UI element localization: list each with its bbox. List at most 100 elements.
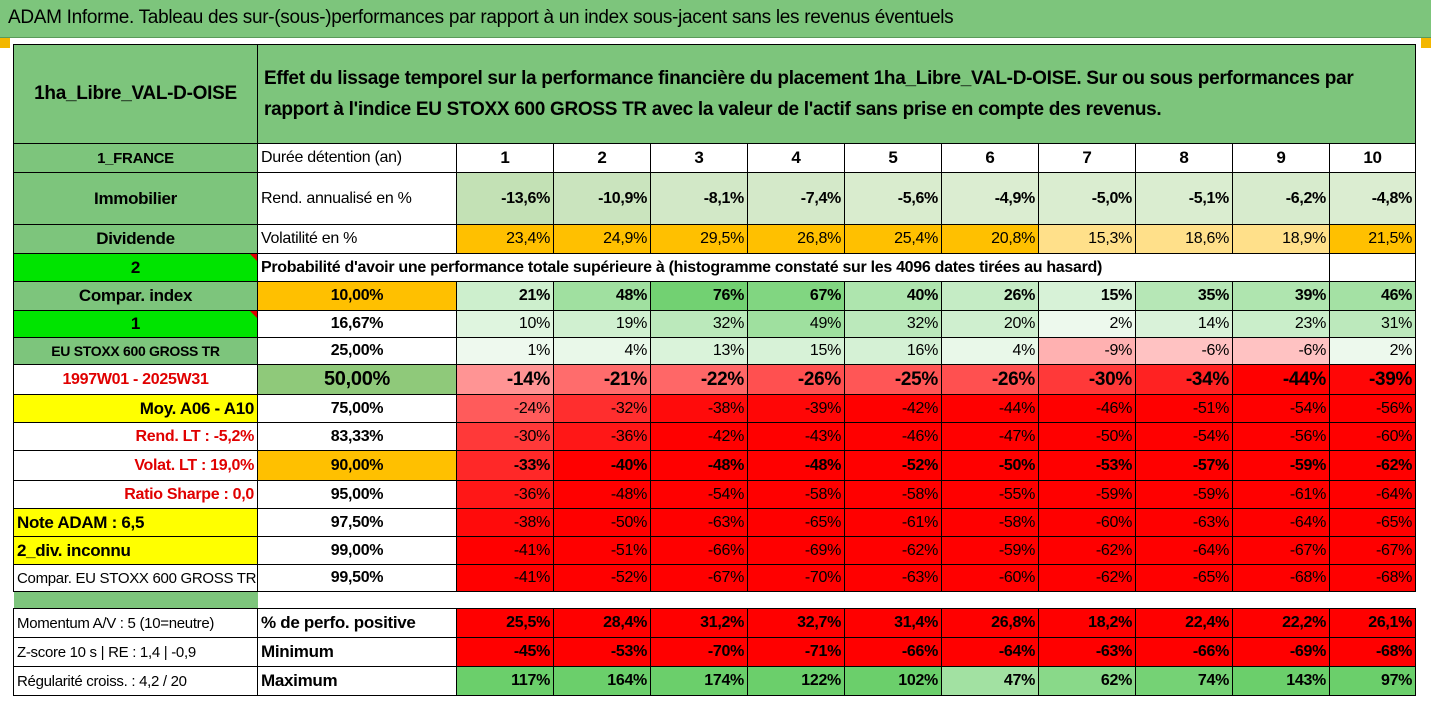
distribution-cell: 31% <box>1328 310 1417 338</box>
asset-name: 1ha_Libre_VAL-D-OISE <box>13 44 258 144</box>
maximum-cell: 143% <box>1232 666 1330 696</box>
distribution-cell: -50% <box>1038 422 1136 451</box>
distribution-cell: -42% <box>650 422 748 451</box>
distribution-cell: -54% <box>1135 422 1233 451</box>
rend-label: Rend. annualisé en % <box>257 172 457 225</box>
summary-side-zscore: Z-score 10 s | RE : 1,4 | -0,9 <box>13 637 258 667</box>
dividend-label: Dividende <box>13 224 258 254</box>
distribution-cell: 14% <box>1135 310 1233 338</box>
distribution-cell: -67% <box>1328 536 1417 565</box>
distribution-cell: -14% <box>456 364 554 395</box>
year-header: 7 <box>1038 143 1136 173</box>
distribution-cell: -62% <box>1038 564 1136 592</box>
rend-cell: -13,6% <box>456 172 554 225</box>
distribution-cell: -59% <box>1232 450 1330 481</box>
distribution-cell: -39% <box>747 394 845 423</box>
volat-cell: 23,4% <box>456 224 554 254</box>
minimum-cell: -66% <box>1135 637 1233 667</box>
distribution-cell: -52% <box>553 564 651 592</box>
distribution-cell: -64% <box>1135 536 1233 565</box>
year-header: 9 <box>1232 143 1330 173</box>
distribution-cell: -46% <box>844 422 942 451</box>
distribution-cell: 4% <box>553 337 651 365</box>
distribution-cell: -64% <box>1232 508 1330 537</box>
positive-cell: 25,5% <box>456 608 554 638</box>
rend-cell: -10,9% <box>553 172 651 225</box>
minimum-cell: -69% <box>1232 637 1330 667</box>
rend-cell: -5,1% <box>1135 172 1233 225</box>
distribution-cell: -64% <box>1328 480 1417 509</box>
distribution-cell: -62% <box>844 536 942 565</box>
year-header: 2 <box>553 143 651 173</box>
distribution-cell: -26% <box>747 364 845 395</box>
distribution-cell: -56% <box>1328 394 1417 423</box>
distribution-cell: 2% <box>1038 310 1136 338</box>
side-label-compar2: Compar. EU STOXX 600 GROSS TR <box>13 564 258 592</box>
distribution-cell: -36% <box>456 480 554 509</box>
side-label-moy: Moy. A06 - A10 <box>13 394 258 423</box>
volat-cell: 18,6% <box>1135 224 1233 254</box>
positive-cell: 28,4% <box>553 608 651 638</box>
distribution-cell: 10% <box>456 310 554 338</box>
distribution-cell: -38% <box>456 508 554 537</box>
distribution-cell: -65% <box>747 508 845 537</box>
minimum-cell: -45% <box>456 637 554 667</box>
distribution-cell: -65% <box>1328 508 1417 537</box>
volat-cell: 26,8% <box>747 224 845 254</box>
distribution-cell: -30% <box>456 422 554 451</box>
distribution-cell: -24% <box>456 394 554 423</box>
distribution-cell: -41% <box>456 564 554 592</box>
distribution-cell: -26% <box>941 364 1039 395</box>
distribution-cell: -60% <box>1328 422 1417 451</box>
percentile-cell: 50,00% <box>257 364 457 395</box>
distribution-cell: -25% <box>844 364 942 395</box>
distribution-cell: 35% <box>1135 281 1233 311</box>
distribution-cell: -39% <box>1328 364 1417 395</box>
proba-blank-2 <box>1328 253 1417 282</box>
year-header: 6 <box>941 143 1039 173</box>
distribution-cell: -61% <box>844 508 942 537</box>
maximum-cell: 62% <box>1038 666 1136 696</box>
side-label-one: 1 <box>13 310 258 338</box>
positive-cell: 26,1% <box>1328 608 1417 638</box>
distribution-cell: 48% <box>553 281 651 311</box>
year-header: 10 <box>1328 143 1417 173</box>
distribution-cell: -50% <box>553 508 651 537</box>
corner-marker-right <box>1421 38 1431 48</box>
side-label-compar: Compar. index <box>13 281 258 311</box>
maximum-cell: 47% <box>941 666 1039 696</box>
distribution-cell: -68% <box>1328 564 1417 592</box>
rend-cell: -7,4% <box>747 172 845 225</box>
distribution-cell: 21% <box>456 281 554 311</box>
distribution-cell: -55% <box>941 480 1039 509</box>
description: Effet du lissage temporel sur la perform… <box>256 44 1417 144</box>
maximum-cell: 122% <box>747 666 845 696</box>
proba-blank <box>1232 253 1330 282</box>
distribution-cell: 23% <box>1232 310 1330 338</box>
percentile-cell: 99,50% <box>257 564 457 592</box>
maximum-cell: 164% <box>553 666 651 696</box>
distribution-cell: -70% <box>747 564 845 592</box>
side-label-volat: Volat. LT : 19,0% <box>13 450 258 481</box>
percentile-cell: 10,00% <box>257 281 457 311</box>
country-label: 1_FRANCE <box>13 143 258 173</box>
rend-cell: -5,6% <box>844 172 942 225</box>
year-header: 8 <box>1135 143 1233 173</box>
distribution-cell: -9% <box>1038 337 1136 365</box>
minimum-cell: -68% <box>1328 637 1417 667</box>
distribution-cell: -42% <box>844 394 942 423</box>
distribution-cell: -66% <box>650 536 748 565</box>
side-label-index: EU STOXX 600 GROSS TR <box>13 337 258 365</box>
distribution-cell: 39% <box>1232 281 1330 311</box>
distribution-cell: -63% <box>844 564 942 592</box>
distribution-cell: -41% <box>456 536 554 565</box>
positive-cell: 31,2% <box>650 608 748 638</box>
distribution-cell: 46% <box>1328 281 1417 311</box>
minimum-cell: -64% <box>941 637 1039 667</box>
spacer-blank <box>258 592 1416 609</box>
distribution-cell: -56% <box>1232 422 1330 451</box>
distribution-cell: -32% <box>553 394 651 423</box>
distribution-cell: -69% <box>747 536 845 565</box>
duree-label: Durée détention (an) <box>257 143 457 173</box>
distribution-cell: 2% <box>1328 337 1417 365</box>
